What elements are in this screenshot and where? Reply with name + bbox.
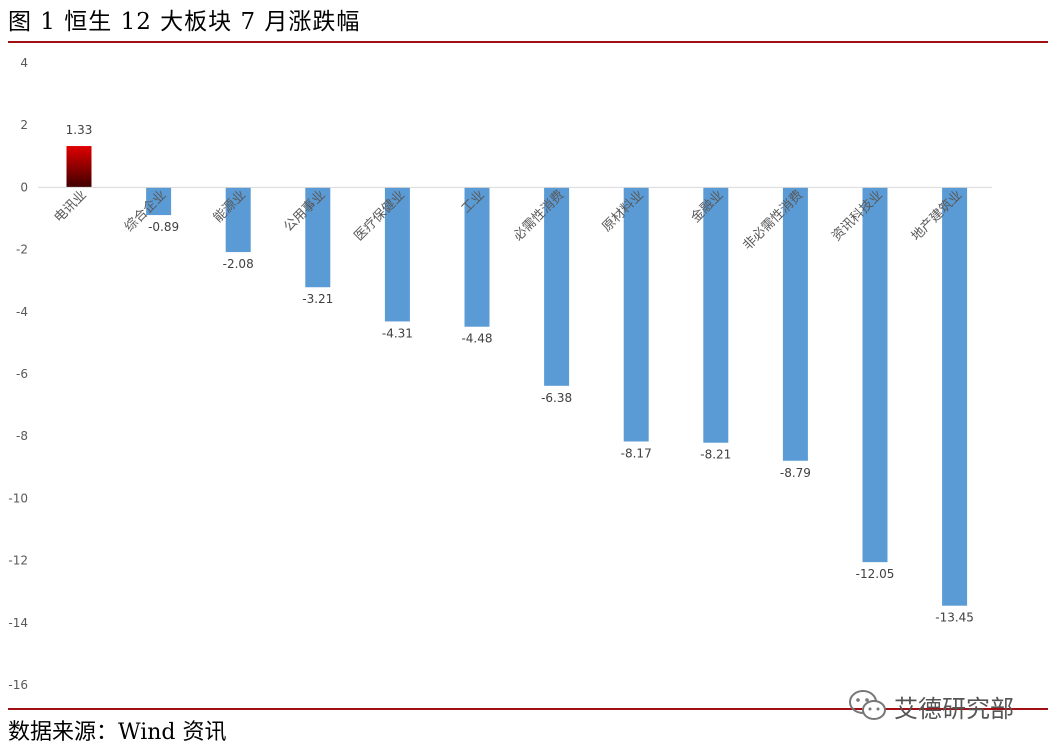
bar-2 [146, 187, 172, 216]
value-label: -2.08 [223, 257, 254, 271]
bar-8 [623, 187, 649, 442]
value-label: -4.48 [461, 332, 492, 346]
value-label: -8.79 [780, 466, 811, 480]
y-tick-label: 4 [20, 56, 28, 70]
value-labels: 1.33 -0.89 -2.08 -3.21 -4.31 -4.48 -6.38 -8.17 -… [66, 123, 974, 625]
value-label: -13.45 [935, 611, 974, 625]
y-tick-label: -10 [8, 491, 28, 505]
footer-divider [8, 708, 1048, 710]
value-label: -4.31 [382, 326, 413, 340]
bar-12 [942, 187, 968, 606]
bar-7 [544, 187, 570, 386]
value-label: -6.38 [541, 391, 572, 405]
y-tick-label: -4 [16, 305, 28, 319]
watermark-text: 艾德研究部 [894, 694, 1014, 723]
value-label: -3.21 [302, 292, 333, 306]
wechat-icon [849, 690, 886, 720]
bar-5 [384, 187, 410, 322]
value-label: -12.05 [856, 567, 895, 581]
figure-title: 图 1 恒生 12 大板块 7 月涨跌幅 [8, 9, 361, 35]
y-axis: 4 2 0 -2 -4 -6 -8 -10 -12 -14 -16 [8, 56, 28, 692]
value-label: -8.17 [621, 446, 652, 460]
value-label: -0.89 [148, 220, 179, 234]
bar-9 [703, 187, 729, 443]
y-tick-label: 2 [20, 118, 28, 132]
y-tick-label: 0 [20, 180, 28, 194]
y-tick-label: -2 [16, 243, 28, 257]
y-tick-label: -14 [8, 616, 28, 630]
y-tick-label: -12 [8, 554, 28, 568]
value-label: 1.33 [66, 123, 93, 137]
value-label: -8.21 [700, 448, 731, 462]
category-label: 电讯业 [52, 188, 90, 226]
bar-chart: 4 2 0 -2 -4 -6 -8 -10 -12 -14 -16 电讯业 综合企业 能源业 公用事业 医疗… [8, 56, 992, 692]
bar-1 [66, 146, 92, 188]
bar-4 [305, 187, 331, 288]
y-tick-label: -6 [16, 367, 28, 381]
source-note: 数据来源：Wind 资讯 [8, 720, 227, 745]
bar-3 [225, 187, 251, 253]
bar-6 [464, 187, 490, 327]
category-labels: 电讯业 综合企业 能源业 公用事业 医疗保健业 工业 必需性消费 原材料业 金融业 非必需性消费资… [52, 187, 966, 253]
title-divider [8, 41, 1048, 43]
bar-11 [862, 187, 888, 563]
bar-10 [782, 187, 808, 461]
y-tick-label: -8 [16, 429, 28, 443]
watermark: 艾德研究部 [848, 688, 1038, 724]
y-tick-label: -16 [8, 678, 28, 692]
bars [66, 146, 968, 606]
